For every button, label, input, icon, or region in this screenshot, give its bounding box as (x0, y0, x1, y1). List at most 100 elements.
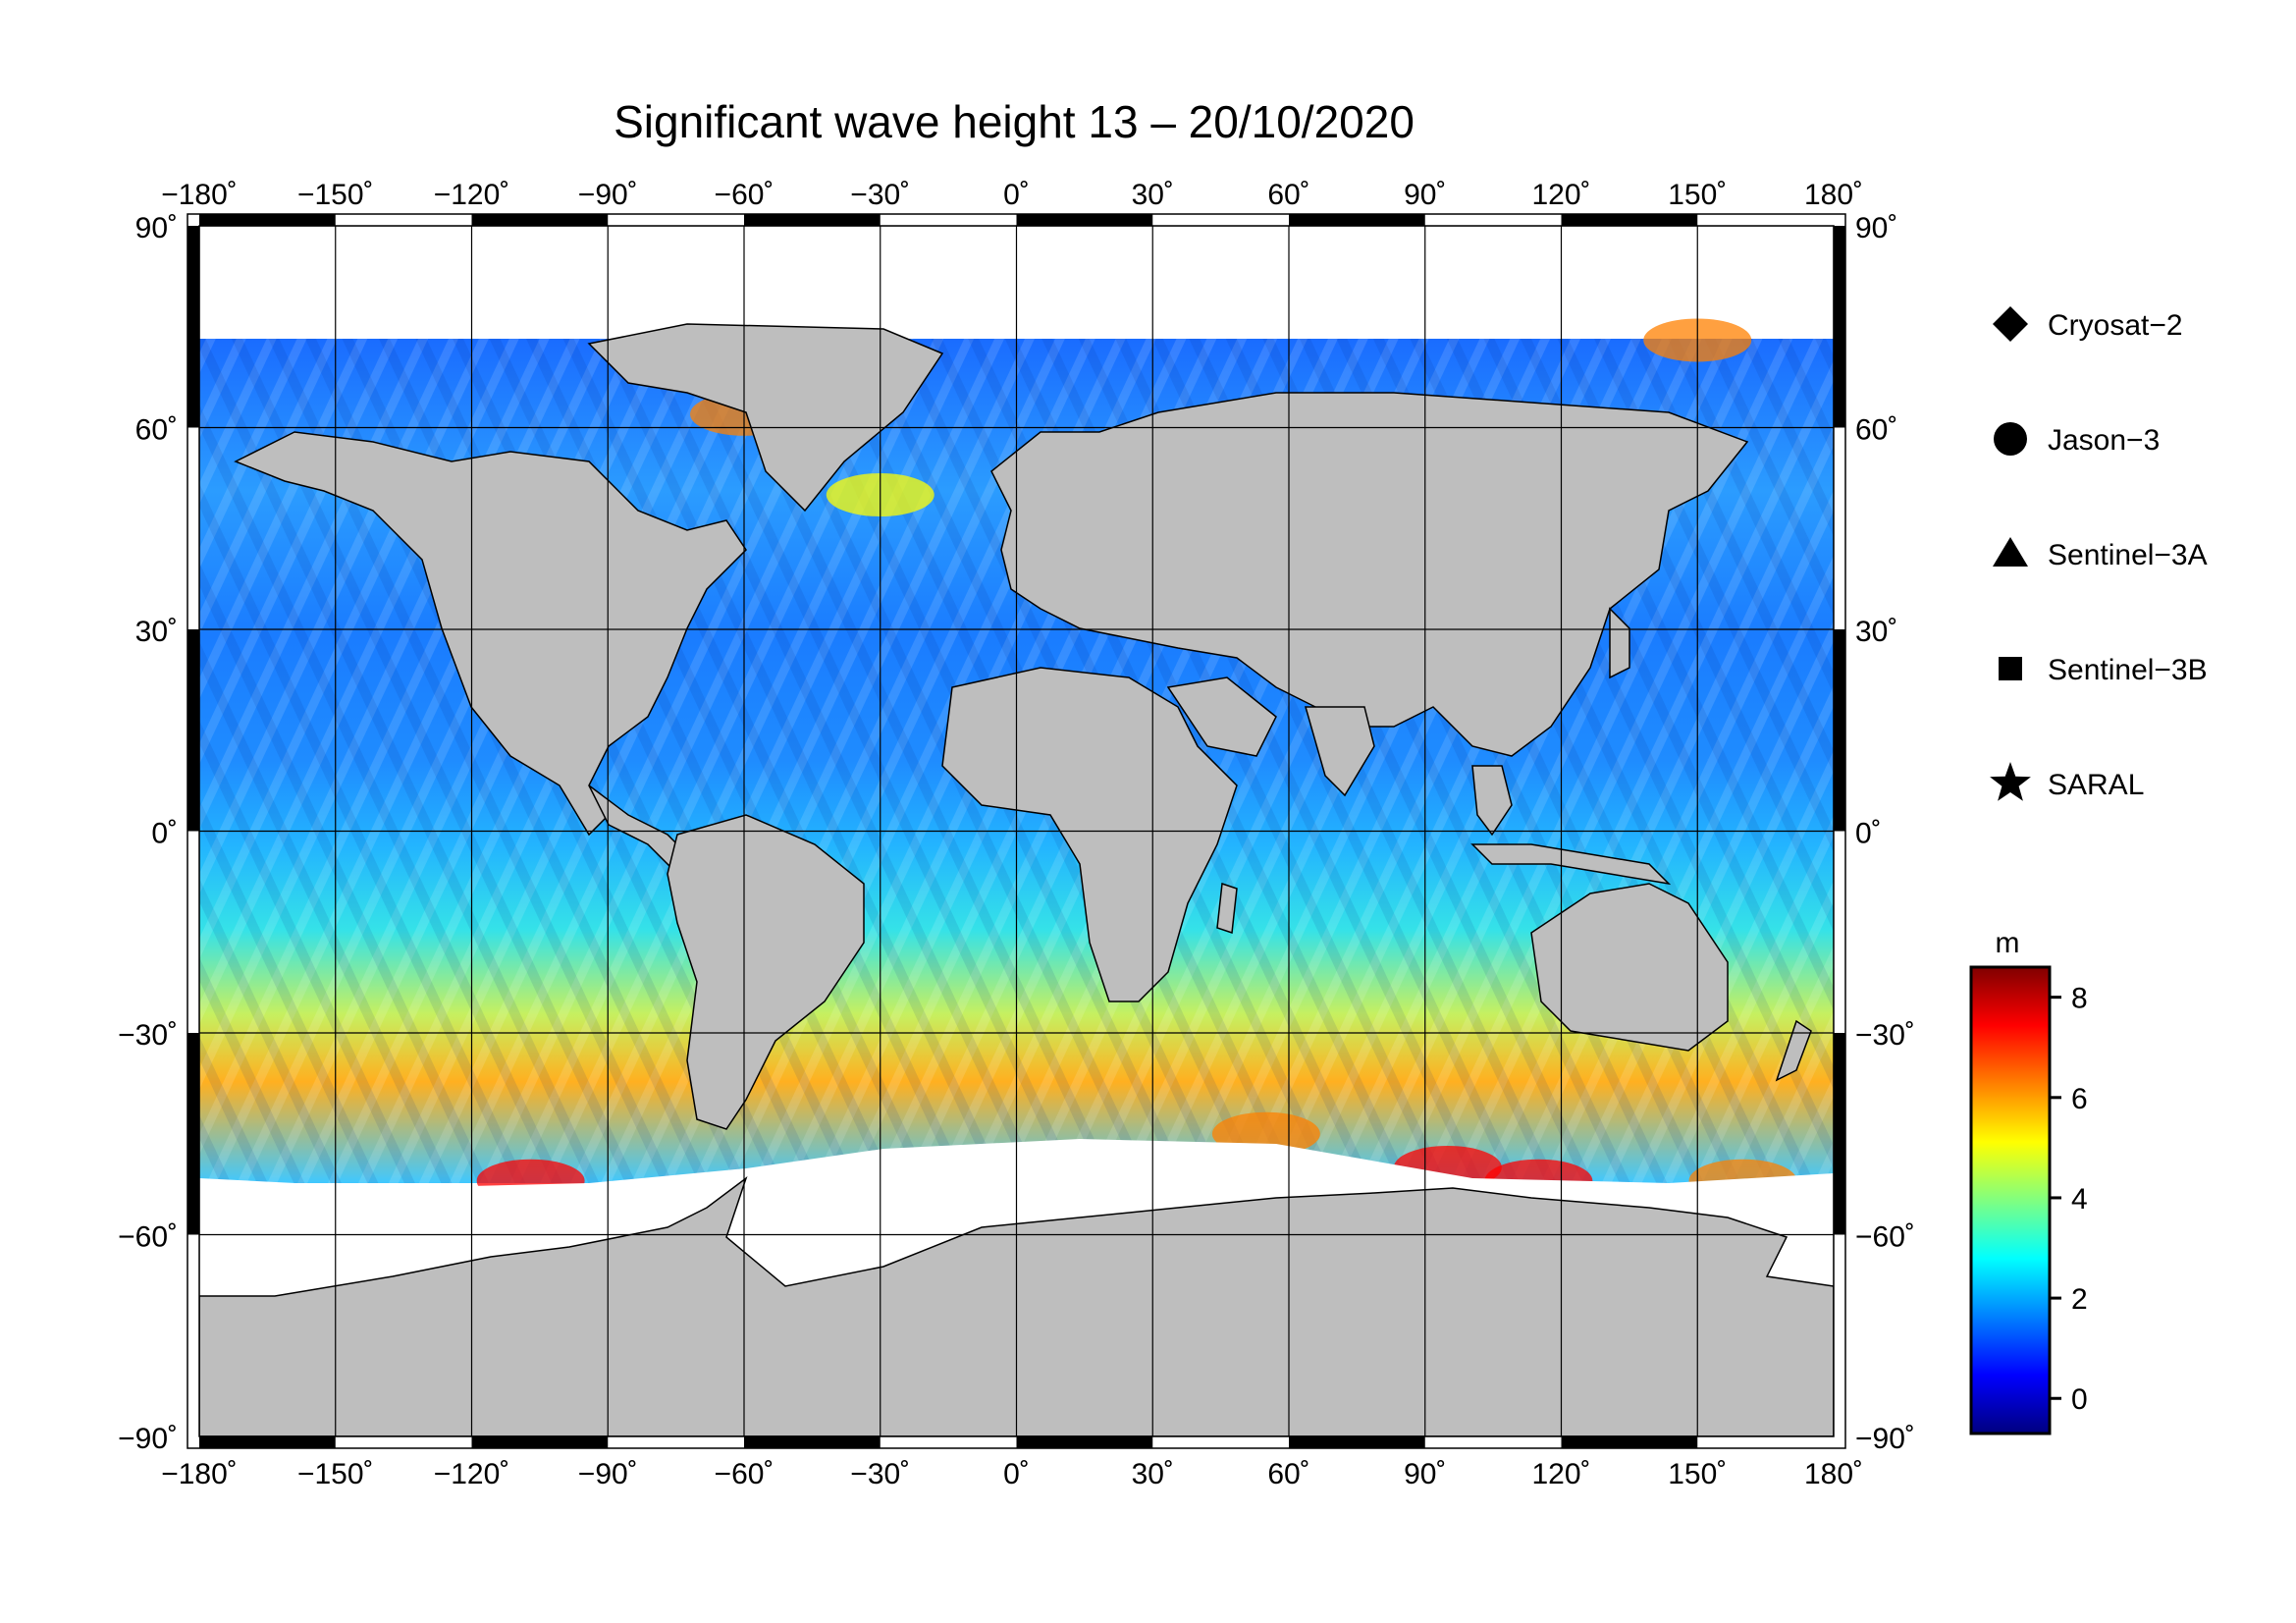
lon-tick-label: −120˚ (434, 179, 510, 211)
land-layer (234, 323, 1812, 1130)
frame-seg-bottom (1561, 1436, 1698, 1448)
legend-item-triangle: Sentinel−3A (1993, 537, 2208, 571)
lon-tick-label: 30˚ (1132, 179, 1174, 211)
lat-tick-label: 90˚ (135, 212, 178, 244)
lon-tick-label: 180˚ (1804, 179, 1863, 211)
lon-tick-label: −30˚ (850, 179, 910, 211)
graticule (199, 226, 1834, 1436)
arabia-landmass (1166, 676, 1277, 757)
lon-tick-label: 90˚ (1404, 1458, 1446, 1490)
map-area (199, 226, 1834, 1436)
diamond-marker-icon (1993, 306, 2028, 342)
india-landmass (1305, 706, 1375, 797)
lon-tick-label: 180˚ (1804, 1458, 1863, 1490)
legend-item-circle: Jason−3 (1994, 422, 2160, 457)
frame-seg-bottom (1289, 1436, 1425, 1448)
chart-title: Significant wave height 13 – 20/10/2020 (614, 96, 1415, 147)
frame-seg-top (199, 214, 336, 226)
frame-seg-right (1834, 1033, 1845, 1235)
star-marker-icon (1990, 762, 2031, 801)
frame-seg-bottom (471, 1436, 609, 1448)
frame-seg-bottom (199, 1436, 336, 1448)
map-frame (187, 213, 1846, 1449)
legend-item-diamond: Cryosat−2 (1993, 306, 2183, 342)
japan-landmass (1609, 607, 1630, 679)
lon-tick-label: −90˚ (578, 179, 638, 211)
colorbar-tick-label: 0 (2071, 1383, 2088, 1416)
lat-tick-label: −90˚ (118, 1423, 178, 1455)
legend-label: SARAL (2048, 769, 2144, 801)
lon-tick-label: −150˚ (297, 179, 374, 211)
lat-tick-label: −30˚ (1855, 1019, 1915, 1052)
lon-tick-label: 60˚ (1267, 1458, 1309, 1490)
lat-tick-label: −60˚ (1855, 1221, 1915, 1254)
colorbar-unit: m (1996, 927, 2020, 959)
colorbar-gradient (1969, 965, 2052, 1435)
lon-tick-labels-top: −180˚ −150˚ −120˚ −90˚ −60˚ −30˚ 0˚ 30˚ 60˚ 90˚ 12… (161, 179, 1863, 211)
lon-tick-label: −180˚ (161, 179, 238, 211)
lon-tick-label: 120˚ (1531, 179, 1590, 211)
lat-tick-label: 90˚ (1855, 212, 1897, 244)
lat-tick-labels-left: 90˚ 60˚ 30˚ 0˚ −30˚ −60˚ −90˚ (118, 212, 178, 1455)
lat-tick-label: 30˚ (1855, 616, 1897, 648)
lat-tick-label: −60˚ (118, 1221, 178, 1254)
lon-tick-label: −60˚ (715, 179, 774, 211)
lon-tick-label: −60˚ (715, 1458, 774, 1490)
lon-tick-label: 90˚ (1404, 179, 1446, 211)
frame-seg-top (1289, 214, 1425, 226)
triangle-marker-icon (1993, 537, 2028, 567)
greenland-landmass (587, 323, 944, 513)
square-marker-icon (1999, 657, 2022, 680)
colorbar-tick-label: 2 (2071, 1283, 2088, 1316)
lat-tick-label: 60˚ (135, 414, 178, 447)
lat-tick-label: 30˚ (135, 616, 178, 648)
legend: Cryosat−2 Jason−3 Sentinel−3A Sentinel−3B SA… (1990, 306, 2208, 801)
legend-label: Cryosat−2 (2048, 309, 2183, 342)
lon-tick-label: −180˚ (161, 1458, 238, 1490)
circle-marker-icon (1994, 422, 2027, 456)
lon-tick-label: −90˚ (578, 1458, 638, 1490)
legend-item-star: SARAL (1990, 762, 2144, 801)
lat-tick-label: 0˚ (1855, 818, 1882, 850)
colorbar-tick-label: 8 (2071, 983, 2088, 1015)
colorbar-tick-label: 6 (2071, 1083, 2088, 1115)
frame-seg-top (1016, 214, 1153, 226)
lon-tick-label: −150˚ (297, 1458, 374, 1490)
lat-tick-label: −30˚ (118, 1019, 178, 1052)
north-america-landmass (234, 431, 747, 837)
lon-tick-label: −120˚ (434, 1458, 510, 1490)
legend-item-square: Sentinel−3B (1999, 654, 2208, 686)
lon-tick-label: 150˚ (1668, 179, 1727, 211)
madagascar-landmass (1216, 882, 1238, 935)
frame-seg-bottom (1016, 1436, 1153, 1448)
frame-seg-top (1561, 214, 1698, 226)
eurasia-landmass (990, 392, 1749, 757)
southeast-asia-landmass (1471, 765, 1513, 837)
lat-tick-label: −90˚ (1855, 1423, 1915, 1455)
colorbar-tick-label: 4 (2071, 1183, 2088, 1216)
frame-seg-right (1834, 226, 1845, 428)
lon-tick-label: 30˚ (1132, 1458, 1174, 1490)
lon-tick-label: 0˚ (1003, 1458, 1030, 1490)
frame-seg-left (187, 1033, 199, 1235)
lon-tick-label: 0˚ (1003, 179, 1030, 211)
frame-seg-bottom (744, 1436, 881, 1448)
legend-label: Jason−3 (2048, 424, 2160, 457)
indonesia-landmass (1470, 843, 1672, 886)
frame-seg-top (471, 214, 609, 226)
lon-tick-label: 150˚ (1668, 1458, 1727, 1490)
lon-tick-labels-bottom: −180˚ −150˚ −120˚ −90˚ −60˚ −30˚ 0˚ 30˚ 60˚ 90˚ 12… (161, 1458, 1863, 1490)
colorbar: m 0 2 4 6 8 (1969, 927, 2088, 1435)
frame-seg-left (187, 629, 199, 832)
lat-tick-label: 60˚ (1855, 414, 1897, 447)
legend-label: Sentinel−3B (2048, 654, 2208, 686)
lat-tick-label: 0˚ (151, 818, 178, 850)
lon-tick-label: −30˚ (850, 1458, 910, 1490)
south-america-landmass (667, 814, 865, 1130)
colorbar-ticks: 0 2 4 6 8 (2050, 983, 2088, 1416)
lon-tick-label: 60˚ (1267, 179, 1309, 211)
legend-label: Sentinel−3A (2048, 539, 2208, 571)
frame-seg-top (744, 214, 881, 226)
new-zealand-landmass (1775, 1019, 1812, 1082)
